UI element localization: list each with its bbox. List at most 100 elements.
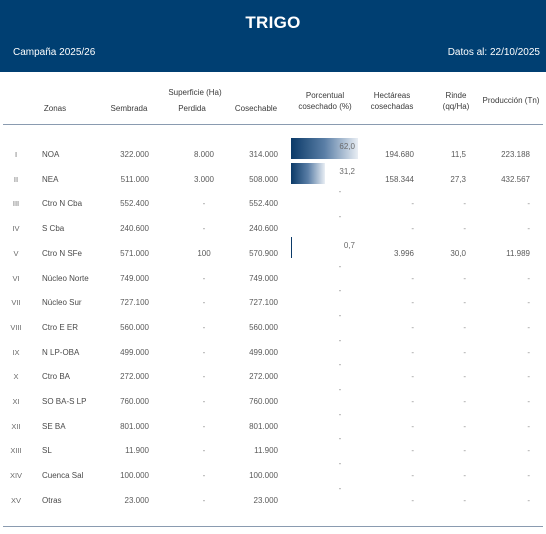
row-zona: Núcleo Sur: [42, 298, 82, 308]
row-sembrada: 272.000: [120, 372, 149, 382]
row-produccion: -: [527, 372, 530, 382]
row-number: IV: [12, 224, 20, 234]
row-sembrada: 322.000: [120, 150, 149, 159]
row-number: V: [13, 248, 19, 258]
row-produccion: -: [527, 273, 530, 283]
pct-value: -: [338, 459, 342, 469]
row-rinde: -: [463, 322, 466, 332]
row-cosechable: 499.000: [249, 347, 278, 357]
row-sembrada: 801.000: [120, 421, 149, 431]
row-rinde: -: [463, 471, 466, 481]
row-zona: SE BA: [42, 421, 66, 431]
row-number: X: [13, 372, 19, 382]
row-hectareas: -: [411, 347, 414, 357]
row-number: VI: [12, 273, 20, 283]
pct-value: -: [338, 409, 342, 419]
row-sembrada: 560.000: [120, 322, 149, 332]
row-cosechable: 570.900: [249, 248, 278, 258]
pct-value: -: [338, 483, 342, 493]
report-header: TRIGO Campaña 2025/26 Datos al: 22/10/20…: [0, 0, 546, 72]
row-number: IX: [12, 347, 20, 357]
pct-value: -: [338, 385, 342, 394]
row-perdida: -: [202, 421, 206, 431]
col-header-cosechable: Cosechable: [234, 104, 278, 113]
pct-value: -: [338, 261, 342, 271]
row-sembrada: 727.100: [120, 298, 149, 308]
row-hectareas: 3.996: [393, 248, 414, 258]
row-perdida: -: [202, 224, 206, 234]
row-zona: SL: [42, 446, 52, 456]
col-header-superficie: Superficie (Ha): [168, 88, 222, 97]
pct-value: -: [338, 187, 342, 197]
row-sembrada: 100.000: [120, 471, 149, 481]
col-header-rinde: Rinde (qq/Ha): [436, 90, 476, 112]
col-header-hectareas: Hectáreas cosechadas: [362, 90, 422, 112]
row-number: XI: [12, 397, 20, 406]
row-hectareas: -: [411, 372, 414, 382]
row-rinde: -: [463, 421, 466, 431]
row-hectareas: 194.680: [385, 150, 414, 159]
pct-value: 62,0: [339, 142, 355, 151]
row-rinde: 30,0: [450, 248, 466, 258]
pct-value: -: [338, 360, 342, 370]
row-perdida: 8.000: [193, 150, 215, 159]
row-produccion: -: [527, 471, 530, 481]
col-header-perdida: Perdida: [178, 104, 206, 113]
row-produccion: -: [527, 322, 530, 332]
row-rinde: -: [463, 298, 466, 308]
row-sembrada: 749.000: [120, 273, 149, 283]
row-produccion: -: [527, 421, 530, 431]
row-hectareas: -: [411, 495, 414, 505]
row-hectareas: -: [411, 224, 414, 234]
row-zona: NEA: [42, 174, 59, 184]
pct-bar: [291, 138, 358, 159]
pct-value: 0,7: [343, 240, 355, 250]
row-perdida: -: [202, 446, 206, 456]
row-sembrada: 499.000: [120, 347, 149, 357]
row-perdida: -: [202, 471, 206, 481]
row-sembrada: 760.000: [120, 397, 149, 406]
row-rinde: -: [463, 224, 466, 234]
row-rinde: -: [463, 199, 466, 209]
col-header-produccion: Producción (Tn): [482, 96, 540, 105]
row-hectareas: -: [411, 322, 414, 332]
row-zona: Ctro BA: [42, 372, 71, 382]
pct-value: -: [338, 434, 342, 444]
row-produccion: -: [527, 298, 530, 308]
row-perdida: -: [202, 322, 206, 332]
row-perdida: -: [202, 372, 206, 382]
row-produccion: -: [527, 224, 530, 234]
row-zona: Cuenca Sal: [42, 471, 84, 481]
row-hectareas: -: [411, 421, 414, 431]
row-cosechable: 23.000: [253, 495, 278, 505]
row-number: XIII: [10, 446, 22, 456]
row-rinde: 11,5: [451, 150, 466, 159]
row-hectareas: -: [411, 273, 414, 283]
row-sembrada: 511.000: [120, 174, 149, 184]
row-produccion: -: [527, 495, 530, 505]
row-rinde: -: [463, 446, 466, 456]
col-header-rinde-line2: (qq/Ha): [442, 102, 470, 111]
row-zona: N LP-OBA: [42, 347, 80, 357]
row-perdida: -: [202, 495, 206, 505]
footer-divider: [3, 526, 543, 527]
row-zona: Ctro E ER: [42, 322, 79, 332]
row-cosechable: 272.000: [249, 372, 278, 382]
pct-bar: [291, 236, 292, 258]
row-zona: NOA: [42, 150, 60, 159]
row-cosechable: 727.100: [249, 298, 278, 308]
row-perdida: 100: [197, 248, 211, 258]
row-perdida: -: [202, 298, 206, 308]
row-number: III: [12, 199, 20, 209]
col-header-rinde-line1: Rinde: [445, 91, 467, 100]
row-produccion: -: [527, 397, 530, 406]
pct-bar: [291, 162, 325, 184]
row-perdida: -: [202, 199, 206, 209]
col-header-sembrada: Sembrada: [110, 104, 148, 113]
row-cosechable: 508.000: [249, 174, 278, 184]
col-header-porcentual-line1: Porcentual: [305, 91, 345, 100]
row-sembrada: 11.900: [125, 446, 149, 456]
row-number: XIV: [9, 471, 23, 481]
row-sembrada: 23.000: [124, 495, 149, 505]
col-header-porcentual-line2: cosechado (%): [298, 102, 352, 111]
